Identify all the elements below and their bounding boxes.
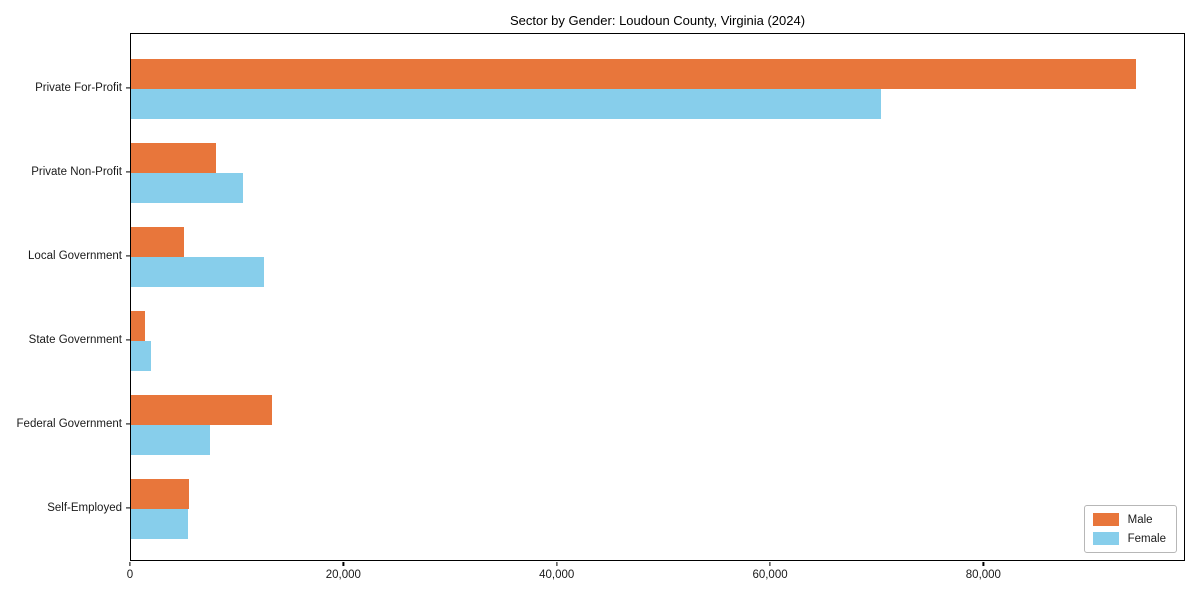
xtick-mark (556, 562, 558, 566)
xtick-mark (982, 562, 984, 566)
ytick-label-private-non-profit: Private Non-Profit (31, 166, 122, 178)
ytick-label-federal-government: Federal Government (16, 418, 122, 430)
xtick-label-0: 0 (126, 569, 134, 581)
chart-title: Sector by Gender: Loudoun County, Virgin… (509, 13, 806, 28)
bar-female-private-for-profit (131, 89, 881, 119)
bar-female-state-government (131, 341, 152, 371)
xtick-mark (129, 562, 131, 566)
ytick-label-state-government: State Government (28, 334, 122, 346)
ytick-label-private-for-profit: Private For-Profit (35, 82, 122, 94)
xtick-label-60000: 60,000 (752, 569, 788, 581)
ytick-mark (126, 87, 130, 89)
legend-swatch-female (1092, 532, 1119, 545)
bar-female-federal-government (131, 425, 210, 455)
legend-row-female: Female (1092, 532, 1166, 545)
ytick-label-self-employed: Self-Employed (47, 502, 122, 514)
ytick-mark (126, 423, 130, 425)
xtick-label-80000: 80,000 (965, 569, 1001, 581)
bar-male-private-non-profit (131, 143, 217, 173)
legend-swatch-male (1092, 513, 1119, 526)
xtick-mark (769, 562, 771, 566)
xtick-label-40000: 40,000 (539, 569, 575, 581)
legend-label-male: Male (1127, 513, 1153, 526)
bar-female-self-employed (131, 509, 188, 539)
bar-male-local-government (131, 227, 185, 257)
legend-label-female: Female (1127, 532, 1166, 545)
bar-male-federal-government (131, 395, 272, 425)
ytick-mark (126, 507, 130, 509)
ytick-mark (126, 339, 130, 341)
ytick-mark (126, 255, 130, 257)
bar-male-self-employed (131, 479, 189, 509)
ytick-mark (126, 171, 130, 173)
xtick-mark (342, 562, 344, 566)
bar-male-state-government (131, 311, 145, 341)
legend: Male Female (1083, 505, 1177, 553)
bar-male-private-for-profit (131, 59, 1136, 89)
ytick-label-local-government: Local Government (28, 250, 122, 262)
bar-female-local-government (131, 257, 265, 287)
xtick-label-20000: 20,000 (325, 569, 361, 581)
plot-area: Male Female (130, 33, 1185, 561)
bar-female-private-non-profit (131, 173, 243, 203)
legend-row-male: Male (1092, 513, 1166, 526)
